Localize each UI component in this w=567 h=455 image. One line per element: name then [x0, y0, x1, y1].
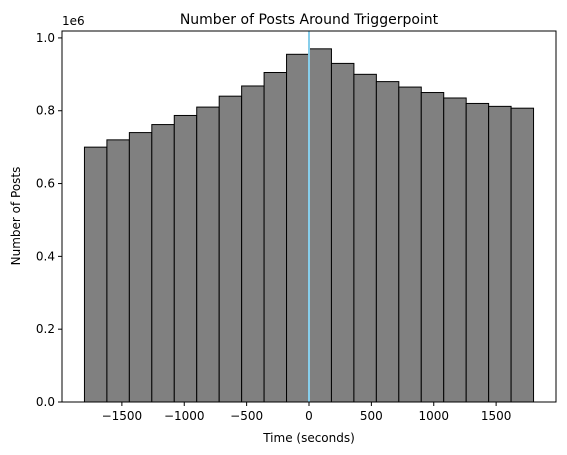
bar [128, 132, 153, 403]
y-tick-label: 0.2 [36, 322, 55, 336]
x-tick-label: 1000 [418, 409, 449, 423]
bar [83, 146, 108, 403]
y-offset-label: 1e6 [62, 14, 85, 28]
x-tick-label: 0 [305, 409, 313, 423]
bar [375, 81, 400, 403]
chart-title: Number of Posts Around Triggerpoint [180, 12, 439, 28]
bar [398, 86, 422, 403]
x-tick-label: 500 [360, 409, 383, 423]
bar [353, 73, 377, 403]
x-tick-label: 1500 [481, 409, 512, 423]
bar [420, 92, 445, 403]
y-axis-label: Number of Posts [9, 167, 23, 266]
bar [510, 107, 535, 403]
y-tick-label: 0.6 [36, 177, 55, 191]
bar [443, 97, 467, 403]
bar [218, 95, 243, 403]
bar [330, 62, 355, 403]
y-tick-label: 0.0 [36, 395, 55, 409]
bar [151, 124, 175, 403]
bar [286, 53, 310, 403]
x-tick-label: −1000 [164, 409, 205, 423]
x-tick-label: −500 [230, 409, 263, 423]
y-tick-label: 1.0 [36, 31, 55, 45]
bar [308, 48, 332, 403]
bar [106, 139, 130, 403]
bar [465, 102, 490, 403]
bar [241, 85, 265, 403]
x-tick-label: −1500 [102, 409, 143, 423]
bar [488, 105, 512, 403]
bar [263, 72, 288, 403]
y-tick-label: 0.4 [36, 249, 55, 263]
bar [196, 106, 220, 403]
x-axis-label: Time (seconds) [262, 431, 355, 445]
bar [173, 114, 198, 403]
y-tick-label: 0.8 [36, 104, 55, 118]
